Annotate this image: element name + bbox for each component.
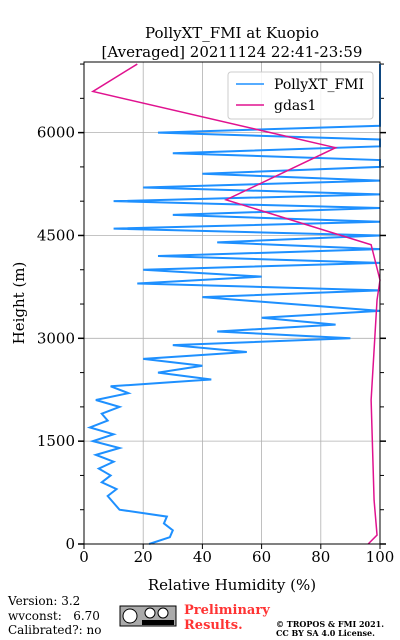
plot-frame [83, 61, 381, 545]
y-tick-label: 0 [65, 535, 75, 553]
copyright: CC BY SA 4.0 License. [276, 628, 375, 638]
x-tick-label: 80 [311, 548, 330, 566]
legend-label: PollyXT_FMI [274, 77, 364, 93]
chart-title: PollyXT_FMI at Kuopio [145, 24, 319, 42]
y-tick-label: 1500 [37, 432, 75, 450]
y-tick-label: 4500 [37, 226, 75, 244]
y-tick-label: 6000 [37, 124, 75, 142]
x-tick-label: 40 [193, 548, 212, 566]
footer-text: Calibrated?: no [8, 623, 101, 637]
x-tick-label: 100 [366, 548, 395, 566]
license-logo [119, 605, 177, 627]
y-tick-label: 3000 [37, 329, 75, 347]
chart-title: [Averaged] 20211124 22:41-23:59 [102, 43, 363, 61]
legend-box [227, 71, 374, 120]
footer-text: wvconst: 6.70 [8, 609, 100, 623]
x-tick-label: 60 [252, 548, 271, 566]
footer-text: Version: 3.2 [7, 594, 80, 608]
y-axis-label: Height (m) [10, 262, 28, 345]
data-line [90, 63, 381, 545]
preliminary-note: Results. [184, 618, 243, 633]
x-tick-label: 20 [134, 548, 153, 566]
x-tick-label: 0 [79, 548, 89, 566]
copyright: © TROPOS & FMI 2021. [276, 619, 384, 629]
legend-label: gdas1 [274, 98, 316, 114]
x-axis-label: Relative Humidity (%) [148, 576, 316, 594]
preliminary-note: Preliminary [184, 603, 270, 618]
data-line [86, 64, 381, 545]
